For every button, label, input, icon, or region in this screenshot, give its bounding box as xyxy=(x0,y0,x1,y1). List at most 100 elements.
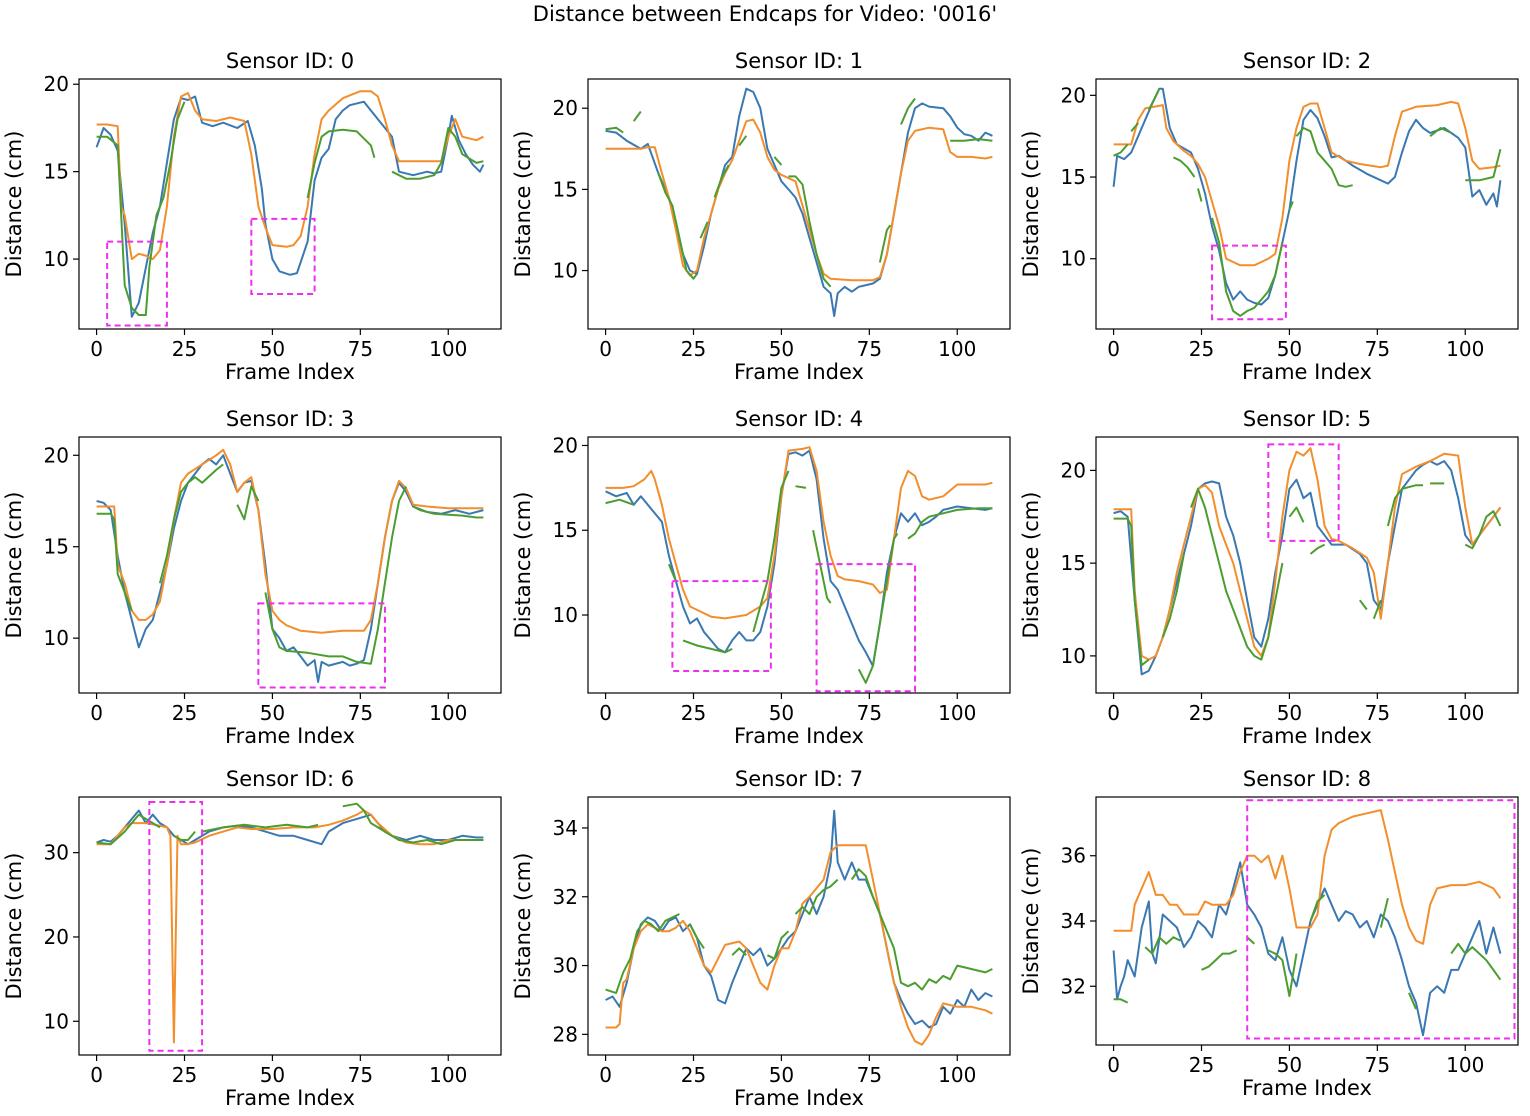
series-line-series1 xyxy=(1112,861,1502,1037)
series-line-series3 xyxy=(158,463,224,584)
y-tick-label: 30 xyxy=(44,841,69,865)
x-tick-label: 0 xyxy=(1107,1053,1120,1077)
y-tick-label: 10 xyxy=(44,1009,69,1033)
highlight-box xyxy=(257,602,386,689)
series-line-series3 xyxy=(1211,217,1284,317)
y-axis-label: Distance (cm) xyxy=(1019,131,1043,278)
x-tick-label: 50 xyxy=(1277,337,1302,361)
y-tick-label: 15 xyxy=(44,160,69,184)
series-line-series3 xyxy=(605,498,635,506)
x-tick-label: 100 xyxy=(429,701,467,725)
series-line-series3 xyxy=(632,110,642,122)
series-line-series3 xyxy=(713,164,730,198)
x-tick-label: 25 xyxy=(172,701,197,725)
series-line-series3 xyxy=(788,175,832,288)
x-tick-label: 100 xyxy=(938,1063,976,1087)
highlight-box xyxy=(1246,799,1516,1040)
subplot-title: Sensor ID: 7 xyxy=(735,767,863,791)
series-line-series3 xyxy=(1144,936,1181,955)
subplot-4: Sensor ID: 4 0 25 50 75 100 10 15 20 Frame Index D… xyxy=(511,407,1011,748)
x-tick-label: 25 xyxy=(1189,701,1214,725)
x-axis-label: Frame Index xyxy=(225,1086,355,1110)
x-axis-label: Frame Index xyxy=(1242,360,1372,384)
subplot-title: Sensor ID: 1 xyxy=(735,49,863,73)
y-tick-label: 36 xyxy=(1061,844,1086,868)
x-tick-label: 25 xyxy=(1189,1053,1214,1077)
axes-frame xyxy=(587,78,1011,330)
x-tick-label: 75 xyxy=(348,701,373,725)
y-tick-label: 10 xyxy=(1061,644,1086,668)
series-line-series3 xyxy=(1288,506,1305,523)
y-tick-label: 10 xyxy=(44,626,69,650)
y-tick-label: 15 xyxy=(553,518,578,542)
series-line-series3 xyxy=(236,485,260,521)
series-line-series3 xyxy=(699,221,709,239)
series-line-series3 xyxy=(1450,942,1502,981)
series-line-series3 xyxy=(878,224,892,263)
series-line-series3 xyxy=(738,135,748,147)
series-line-series3 xyxy=(752,470,790,633)
x-tick-label: 25 xyxy=(681,337,706,361)
axes-frame xyxy=(78,796,502,1056)
subplot-title: Sensor ID: 3 xyxy=(226,407,354,431)
series-line-series3 xyxy=(1113,998,1129,1004)
y-axis-label: Distance (cm) xyxy=(511,492,535,639)
y-tick-label: 15 xyxy=(44,535,69,559)
axes-frame xyxy=(1095,78,1519,330)
axes-frame xyxy=(587,796,1011,1056)
series-line-series3 xyxy=(1288,201,1294,211)
x-tick-label: 50 xyxy=(1277,1053,1302,1077)
subplot-3: Sensor ID: 3 0 25 50 75 100 10 15 20 Frame Index D… xyxy=(2,407,502,748)
series-line-series3 xyxy=(850,868,993,991)
series-line-series3 xyxy=(1201,949,1238,971)
y-tick-label: 20 xyxy=(44,925,69,949)
subplot-title: Sensor ID: 0 xyxy=(226,49,354,73)
y-tick-label: 20 xyxy=(44,443,69,467)
series-line-series3 xyxy=(773,156,783,166)
series-line-series3 xyxy=(1295,127,1353,188)
series-line-series2 xyxy=(1113,100,1501,267)
x-tick-label: 25 xyxy=(1189,337,1214,361)
x-tick-label: 25 xyxy=(681,701,706,725)
y-tick-label: 20 xyxy=(44,72,69,96)
y-tick-label: 34 xyxy=(1061,909,1086,933)
y-tick-label: 15 xyxy=(1061,551,1086,575)
axes-frame xyxy=(587,436,1011,694)
series-line-series2 xyxy=(605,446,993,620)
x-tick-label: 100 xyxy=(1446,701,1484,725)
x-tick-label: 100 xyxy=(938,337,976,361)
series-line-series3 xyxy=(1113,517,1150,667)
y-axis-label: Distance (cm) xyxy=(1019,492,1043,639)
subplot-6: Sensor ID: 6 0 25 50 75 100 10 20 30 Frame Index D… xyxy=(2,767,502,1110)
highlight-box xyxy=(250,217,316,296)
x-tick-label: 50 xyxy=(769,701,794,725)
y-tick-label: 10 xyxy=(553,259,578,283)
x-tick-label: 75 xyxy=(857,701,882,725)
plot-area xyxy=(1112,87,1502,321)
highlight-box xyxy=(815,563,917,693)
series-line-series3 xyxy=(1197,188,1203,202)
x-tick-label: 100 xyxy=(938,701,976,725)
series-line-series1 xyxy=(605,809,993,1029)
series-line-series3 xyxy=(1130,122,1139,132)
series-line-series3 xyxy=(1267,949,1298,998)
x-tick-label: 50 xyxy=(769,1063,794,1087)
series-line-series1 xyxy=(96,809,484,846)
y-axis-label: Distance (cm) xyxy=(511,853,535,1000)
series-line-series3 xyxy=(1113,143,1129,157)
series-line-series1 xyxy=(1112,87,1502,306)
series-line-series3 xyxy=(1429,127,1452,137)
series-line-series3 xyxy=(1309,543,1326,555)
series-line-series3 xyxy=(1359,599,1368,611)
plot-area xyxy=(605,809,993,1046)
series-line-series2 xyxy=(605,118,993,282)
figure-title: Distance between Endcaps for Video: '001… xyxy=(532,2,998,26)
plot-area xyxy=(95,90,485,327)
y-tick-label: 20 xyxy=(1061,83,1086,107)
highlight-box xyxy=(1267,443,1340,542)
series-line-series3 xyxy=(657,172,698,280)
series-line-series3 xyxy=(605,126,624,134)
x-tick-label: 75 xyxy=(857,337,882,361)
subplot-title: Sensor ID: 5 xyxy=(1243,407,1371,431)
highlight-box xyxy=(671,580,772,672)
